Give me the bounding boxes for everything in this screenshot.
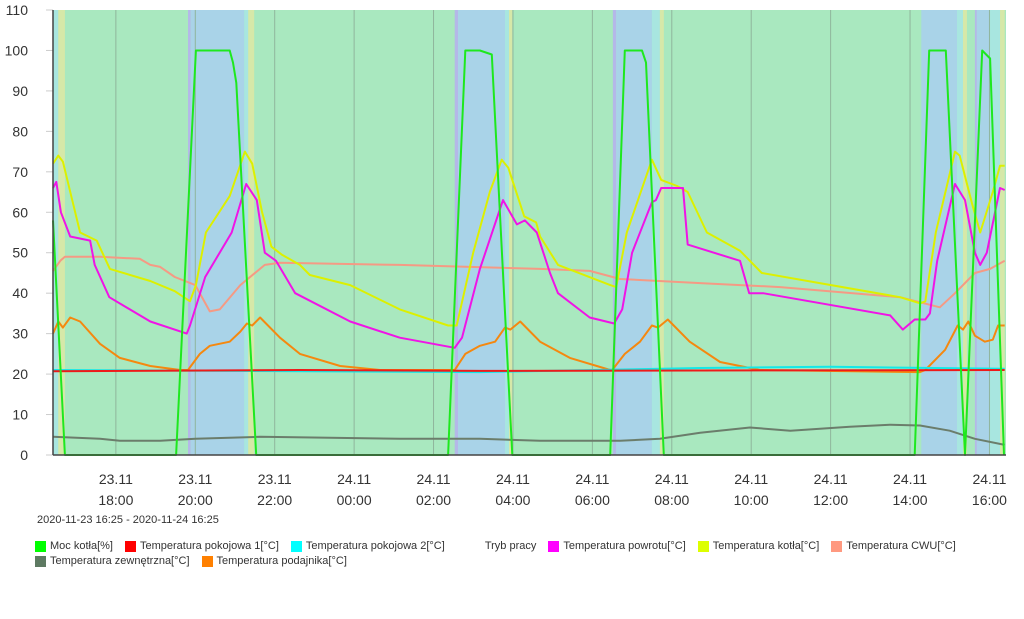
x-tick-label-time: 18:00 [98,492,133,508]
legend-item-pokojowa-1[interactable]: Temperatura pokojowa 1[°C] [124,539,279,553]
mode-band [659,10,664,455]
legend-swatch [35,555,46,567]
legend-item-tryb-pracy[interactable]: Tryb pracy [484,540,537,552]
mode-band [974,10,977,455]
mode-band [508,10,513,455]
mode-bands [53,10,1006,455]
mode-band [962,10,967,455]
mode-band [248,10,255,455]
series-line-temperatura-kotła-c [52,150,1005,327]
mode-band [651,10,660,455]
legend-swatch [290,540,302,552]
y-tick-label: 100 [5,42,29,58]
y-tick-label: 50 [12,245,28,261]
mode-band [188,10,191,455]
legend-swatch [548,540,560,552]
y-tick-label: 10 [12,407,28,423]
mode-band [1000,10,1005,455]
y-tick-label: 70 [12,164,28,180]
y-tick-label: 60 [12,204,28,220]
mode-band [957,10,963,455]
x-tick-label-time: 00:00 [337,492,372,508]
series-line-temperatura-pokojowa-1-c [52,369,1005,373]
x-tick-label-date: 24.11 [893,471,927,487]
legend-item-kotla[interactable]: Temperatura kotła[°C] [697,539,819,553]
y-tick-label: 90 [12,83,28,99]
legend-item-powrotu[interactable]: Temperatura powrotu[°C] [548,539,686,553]
axes: 23.11 18:00 23.11 20:00 23.11 22:00 24.11 00:00… [5,2,1008,508]
mode-band [454,10,459,455]
x-tick-label-time: 20:00 [178,492,213,508]
series-lines [52,49,1006,456]
x-tick-label-time: 14:00 [893,492,928,508]
mode-band [976,10,991,455]
mode-band [921,10,958,455]
x-tick-label-date: 24.11 [734,471,768,487]
legend-item-pokojowa-2[interactable]: Temperatura pokojowa 2[°C] [290,539,445,553]
legend-item-podajnika[interactable]: Temperatura podajnika[°C] [201,554,347,568]
legend-item-cwu[interactable]: Temperatura CWU[°C] [831,539,956,553]
legend-swatch [697,540,709,552]
x-tick-label-time: 22:00 [257,492,292,508]
mode-band [612,10,617,455]
legend-item-zewnetrzna[interactable]: Temperatura zewnętrzna[°C] [35,554,190,568]
x-tick-label-time: 12:00 [813,492,848,508]
legend-swatch [124,540,136,552]
grid [115,10,990,455]
x-tick-label-date: 24.11 [496,471,530,487]
mode-band [505,10,509,455]
x-tick-label-date: 24.11 [337,471,371,487]
y-tick-label: 80 [12,123,28,139]
x-tick-label-date: 24.11 [417,471,451,487]
mode-band [244,10,249,455]
y-tick-label: 20 [12,366,28,382]
mode-band [53,10,59,455]
x-tick-label-time: 02:00 [416,492,451,508]
x-tick-label-date: 24.11 [972,471,1006,487]
x-tick-label-date: 23.11 [99,471,133,487]
y-tick-label: 30 [12,326,28,342]
legend-swatch [831,540,843,552]
x-tick-label-date: 23.11 [258,471,292,487]
series-line-temperatura-pokojowa-2-c [52,365,1005,374]
x-tick-label-time: 06:00 [575,492,610,508]
x-tick-label-date: 23.11 [178,471,212,487]
mode-band [190,10,245,455]
mode-band [458,10,506,455]
x-tick-label-time: 10:00 [734,492,769,508]
y-tick-label: 110 [6,2,29,18]
legend-item-moc[interactable]: Moc kotła[%] [35,539,113,553]
mode-band [58,10,65,455]
legend: Moc kotła[%] Temperatura pokojowa 1[°C] … [35,539,1015,568]
y-tick-label: 40 [12,285,28,301]
x-tick-label-time: 08:00 [654,492,689,508]
x-tick-label-date: 24.11 [814,471,848,487]
series-line-temperatura-powrotu-c [52,180,1006,349]
date-range: 2020-11-23 16:25 - 2020-11-24 16:25 [37,514,219,526]
legend-swatch [201,555,213,567]
x-tick-label-time: 04:00 [495,492,530,508]
x-tick-label-date: 24.11 [655,471,689,487]
y-tick-label: 0 [20,447,28,463]
x-tick-label-date: 24.11 [575,471,609,487]
mode-band [990,10,1001,455]
x-tick-label-time: 16:00 [972,492,1007,508]
legend-swatch [35,540,46,552]
series-line-temperatura-cwu-c [52,255,1006,313]
